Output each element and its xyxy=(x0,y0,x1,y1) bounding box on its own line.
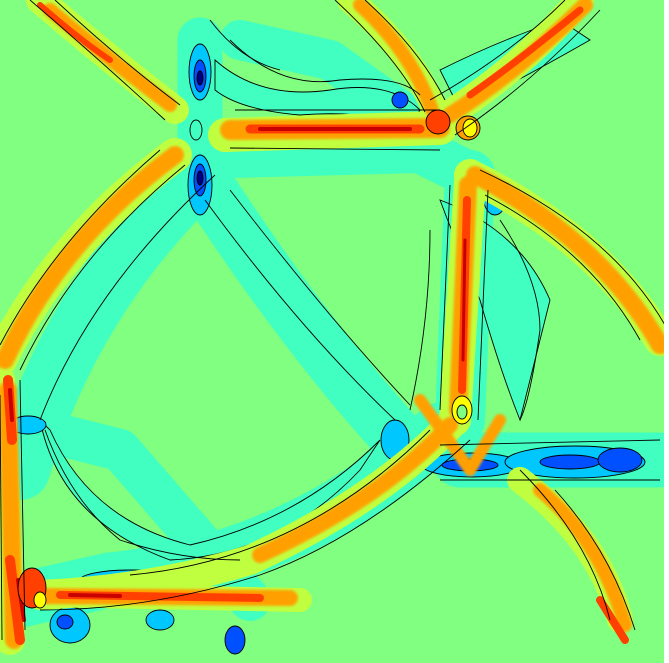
edge-margin xyxy=(664,0,669,663)
contour-lines xyxy=(0,0,666,641)
junction-nodes xyxy=(17,109,481,609)
